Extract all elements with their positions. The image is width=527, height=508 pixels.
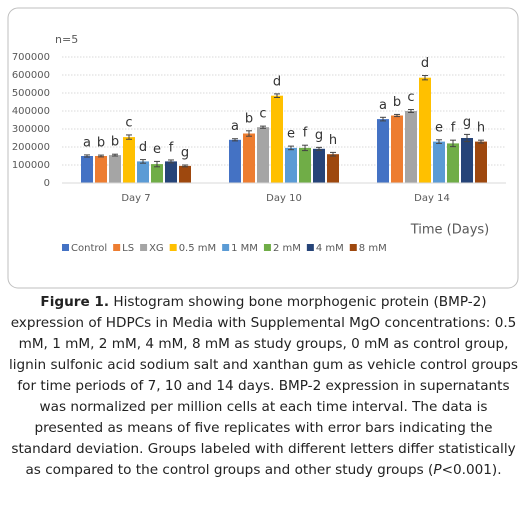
- caption-end: <0.001).: [441, 462, 502, 478]
- bar: [391, 115, 403, 183]
- y-tick-label: 0: [44, 178, 50, 189]
- group-letter: c: [125, 115, 132, 130]
- group-letter: f: [169, 140, 174, 155]
- group-letter: g: [315, 128, 323, 143]
- bar: [271, 95, 283, 183]
- bar: [257, 127, 269, 183]
- bar: [285, 147, 297, 183]
- group-letter: g: [181, 146, 189, 161]
- bar: [299, 147, 311, 183]
- bar: [433, 141, 445, 183]
- x-tick-label: Day 10: [266, 193, 302, 204]
- legend-swatch: [222, 244, 230, 251]
- bar: [461, 138, 473, 183]
- legend-label: 8 mM: [359, 243, 387, 254]
- legend-swatch: [349, 244, 357, 251]
- group-letter: c: [259, 107, 266, 122]
- bar: [313, 148, 325, 183]
- bar: [419, 77, 431, 183]
- bar: [123, 137, 135, 183]
- y-tick-label: 500000: [12, 88, 50, 99]
- bar: [447, 143, 459, 183]
- y-tick-label: 600000: [12, 70, 50, 81]
- group-letter: d: [273, 74, 281, 89]
- caption-italic: P: [433, 462, 442, 478]
- legend-swatch: [169, 244, 177, 251]
- bar: [229, 139, 241, 183]
- group-letter: e: [287, 127, 295, 142]
- legend-label: 2 mM: [273, 243, 301, 254]
- group-letter: b: [97, 136, 105, 151]
- bar: [243, 133, 255, 183]
- bar: [81, 156, 93, 183]
- annotation: n=5: [55, 33, 78, 46]
- group-letter: b: [393, 95, 401, 110]
- group-letter: a: [83, 135, 91, 150]
- group-letter: d: [421, 56, 429, 71]
- bar: [475, 141, 487, 183]
- bar: [179, 165, 191, 183]
- legend-swatch: [140, 244, 148, 251]
- legend-swatch: [263, 244, 271, 251]
- legend-label: 1 MM: [231, 243, 258, 254]
- legend-label: 0.5 mM: [179, 243, 216, 254]
- group-letter: b: [111, 135, 119, 150]
- group-letter: b: [245, 111, 253, 126]
- bar: [405, 111, 417, 183]
- bar: [137, 161, 149, 183]
- bar: [151, 164, 163, 183]
- group-letter: g: [463, 115, 471, 130]
- y-tick-label: 300000: [12, 124, 50, 135]
- y-tick-label: 400000: [12, 106, 50, 117]
- caption: Figure 1. Histogram showing bone morphog…: [6, 292, 521, 481]
- y-tick-label: 200000: [12, 142, 50, 153]
- x-tick-label: Day 14: [414, 193, 450, 204]
- x-axis-label: Time (Days): [410, 223, 490, 238]
- y-tick-label: 100000: [12, 160, 50, 171]
- legend-label: 4 mM: [316, 243, 344, 254]
- legend-label: Control: [71, 243, 107, 254]
- chart: n=5 Time (Days) 0 100000 200000 300000 40000…: [7, 7, 519, 289]
- bar: [327, 154, 339, 183]
- legend-swatch: [306, 244, 314, 251]
- group-letter: c: [407, 90, 414, 105]
- y-tick-label: 700000: [12, 52, 50, 63]
- group-letter: h: [329, 133, 337, 148]
- group-letter: a: [379, 98, 387, 113]
- group-letter: e: [435, 120, 443, 135]
- legend-swatch: [62, 244, 69, 251]
- legend-label: LS: [122, 243, 134, 254]
- group-letter: f: [451, 121, 456, 136]
- group-letter: h: [477, 121, 485, 136]
- group-letter: e: [153, 142, 161, 157]
- bar: [165, 161, 177, 183]
- group-letter: d: [139, 140, 147, 155]
- group-letter: a: [231, 119, 239, 134]
- x-tick-label: Day 7: [121, 193, 150, 204]
- bar: [95, 156, 107, 183]
- caption-text: Histogram showing bone morphogenic prote…: [8, 294, 518, 478]
- legend-label: XG: [149, 243, 164, 254]
- legend-swatch: [113, 244, 121, 251]
- caption-label: Figure 1.: [40, 294, 110, 310]
- group-letter: f: [303, 126, 308, 141]
- bar: [377, 119, 389, 183]
- bar: [109, 155, 121, 183]
